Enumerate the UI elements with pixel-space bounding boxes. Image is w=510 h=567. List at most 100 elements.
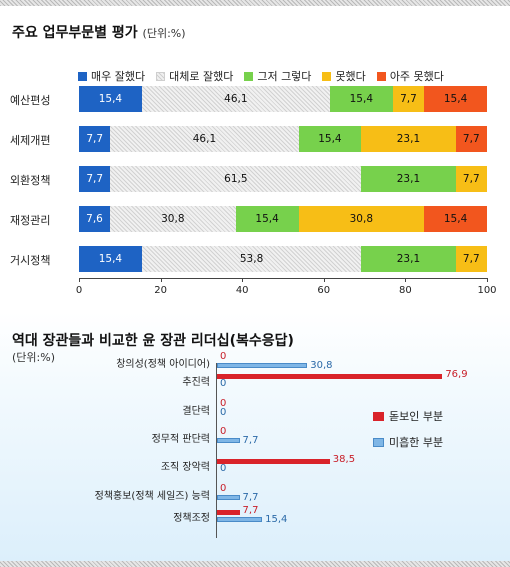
bar-segment <box>110 166 362 192</box>
data-label: 15,4 <box>349 93 374 105</box>
bar-segment <box>79 166 111 192</box>
bar-segment <box>110 206 237 232</box>
bar-segment <box>361 126 457 152</box>
bar-standout <box>217 510 240 515</box>
data-label: 7,7 <box>462 253 480 265</box>
legend-swatch <box>322 71 332 81</box>
value-label-lacking: 7,7 <box>242 435 259 446</box>
legend-label: 미흡한 부분 <box>389 436 444 449</box>
category-label: 정책홍보(정책 세일즈) 능력 <box>94 491 210 502</box>
legend-label: 그저 그렇다 <box>257 70 312 83</box>
value-label-standout: 38,5 <box>332 454 356 465</box>
bar-segment <box>298 126 362 152</box>
bar-segment <box>361 166 457 192</box>
bar-segment <box>79 246 143 272</box>
data-label: 7,7 <box>86 133 104 145</box>
data-label: 15,4 <box>98 93 123 105</box>
legend-item: 아주 못했다 <box>376 68 444 84</box>
bar-segment <box>141 246 362 272</box>
category-label: 정무적 판단력 <box>151 434 210 445</box>
value-label-standout: 0 <box>220 426 227 437</box>
evaluation-chart: 주요 업무부문별 평가 (단위:%) 매우 잘했다 대체로 잘했다 그저 그렇다 못했… <box>0 6 510 312</box>
legend-swatch <box>156 71 166 81</box>
data-label: 23,1 <box>396 173 421 185</box>
bar-standout <box>217 459 330 464</box>
bar-standout <box>217 374 443 379</box>
value-label-standout: 0 <box>220 483 227 494</box>
data-label: 61,5 <box>224 173 248 185</box>
category-label: 창의성(정책 아이디어) <box>116 359 210 370</box>
data-label: 23,1 <box>396 133 421 145</box>
legend-swatch <box>244 71 254 81</box>
data-label: 23,1 <box>396 253 421 265</box>
x-tick <box>323 278 325 282</box>
x-tick-label: 80 <box>399 285 412 296</box>
legend-label: 매우 잘했다 <box>91 70 146 83</box>
data-label: 15,4 <box>255 213 279 225</box>
legend-item: 매우 잘했다 <box>78 68 145 84</box>
category-label: 추진력 <box>182 377 210 388</box>
value-label-standout: 76,9 <box>445 369 468 380</box>
bar-segment <box>455 166 488 192</box>
data-label: 46,1 <box>192 133 217 145</box>
legend-item: 못했다 <box>322 68 366 84</box>
bar-segment <box>79 126 111 152</box>
x-tick-label: 20 <box>154 285 167 296</box>
chart1-title-text: 주요 업무부문별 평가 <box>12 25 138 41</box>
data-label: 46,1 <box>224 93 248 105</box>
bar-segment <box>392 86 425 112</box>
x-tick <box>79 278 80 282</box>
value-label-standout: 0 <box>220 398 227 409</box>
chart1-title: 주요 업무부문별 평가 (단위:%) <box>12 22 186 42</box>
data-label: 7,7 <box>400 93 417 105</box>
legend-label: 아주 못했다 <box>389 70 444 83</box>
data-label: 7,7 <box>462 133 480 145</box>
x-tick <box>487 278 488 282</box>
bar-segment <box>329 86 394 112</box>
data-label: 7,7 <box>86 173 104 185</box>
category-label: 예산편성 <box>10 94 51 107</box>
bar-segment <box>79 206 111 232</box>
legend-label: 돋보인 부분 <box>389 410 444 423</box>
bar-lacking <box>217 495 240 500</box>
top-hatch-border <box>0 0 510 6</box>
data-label: 15,4 <box>443 93 468 105</box>
category-label: 결단력 <box>182 406 210 417</box>
chart1-unit: (단위:%) <box>142 27 186 40</box>
data-label: 15,4 <box>318 133 342 145</box>
chart1-legend: 매우 잘했다 대체로 잘했다 그저 그렇다 못했다 아주 못했다 <box>78 68 444 84</box>
data-label: 7,6 <box>86 213 103 225</box>
category-label: 재정관리 <box>10 214 51 227</box>
data-label: 53,8 <box>239 253 264 265</box>
bar-segment <box>424 86 488 112</box>
category-label: 조직 장악력 <box>160 462 210 473</box>
legend-swatch <box>376 71 386 81</box>
category-label: 정책조정 <box>173 513 210 524</box>
x-tick <box>160 278 162 282</box>
bar-segment <box>424 206 488 232</box>
x-tick-label: 40 <box>235 285 249 296</box>
category-label: 거시정책 <box>10 254 51 267</box>
data-label: 30,8 <box>161 213 185 225</box>
bar-lacking <box>217 438 240 443</box>
legend-swatch <box>373 411 384 421</box>
value-label-lacking: 30,8 <box>310 360 333 371</box>
value-label-standout: 7,7 <box>242 505 259 516</box>
value-label-lacking: 15,4 <box>265 514 288 525</box>
bottom-hatch-border <box>0 561 510 567</box>
category-label: 세제개편 <box>10 134 51 147</box>
bar-segment <box>141 86 331 112</box>
legend-label: 대체로 잘했다 <box>169 70 234 83</box>
chart2-title: 역대 장관들과 비교한 윤 장관 리더십(복수응답) <box>12 333 294 349</box>
data-label: 30,8 <box>349 213 374 225</box>
legend-swatch <box>78 71 87 81</box>
data-label: 7,7 <box>462 173 480 185</box>
bar-segment <box>79 86 143 112</box>
value-label-lacking: 0 <box>220 378 227 389</box>
legend-item: 돋보인 부분 <box>373 408 443 424</box>
data-label: 15,4 <box>443 213 468 225</box>
data-label: 15,4 <box>98 253 123 265</box>
value-label-lacking: 0 <box>220 407 227 418</box>
legend-label: 못했다 <box>335 70 366 83</box>
x-tick-label: 60 <box>317 285 331 296</box>
